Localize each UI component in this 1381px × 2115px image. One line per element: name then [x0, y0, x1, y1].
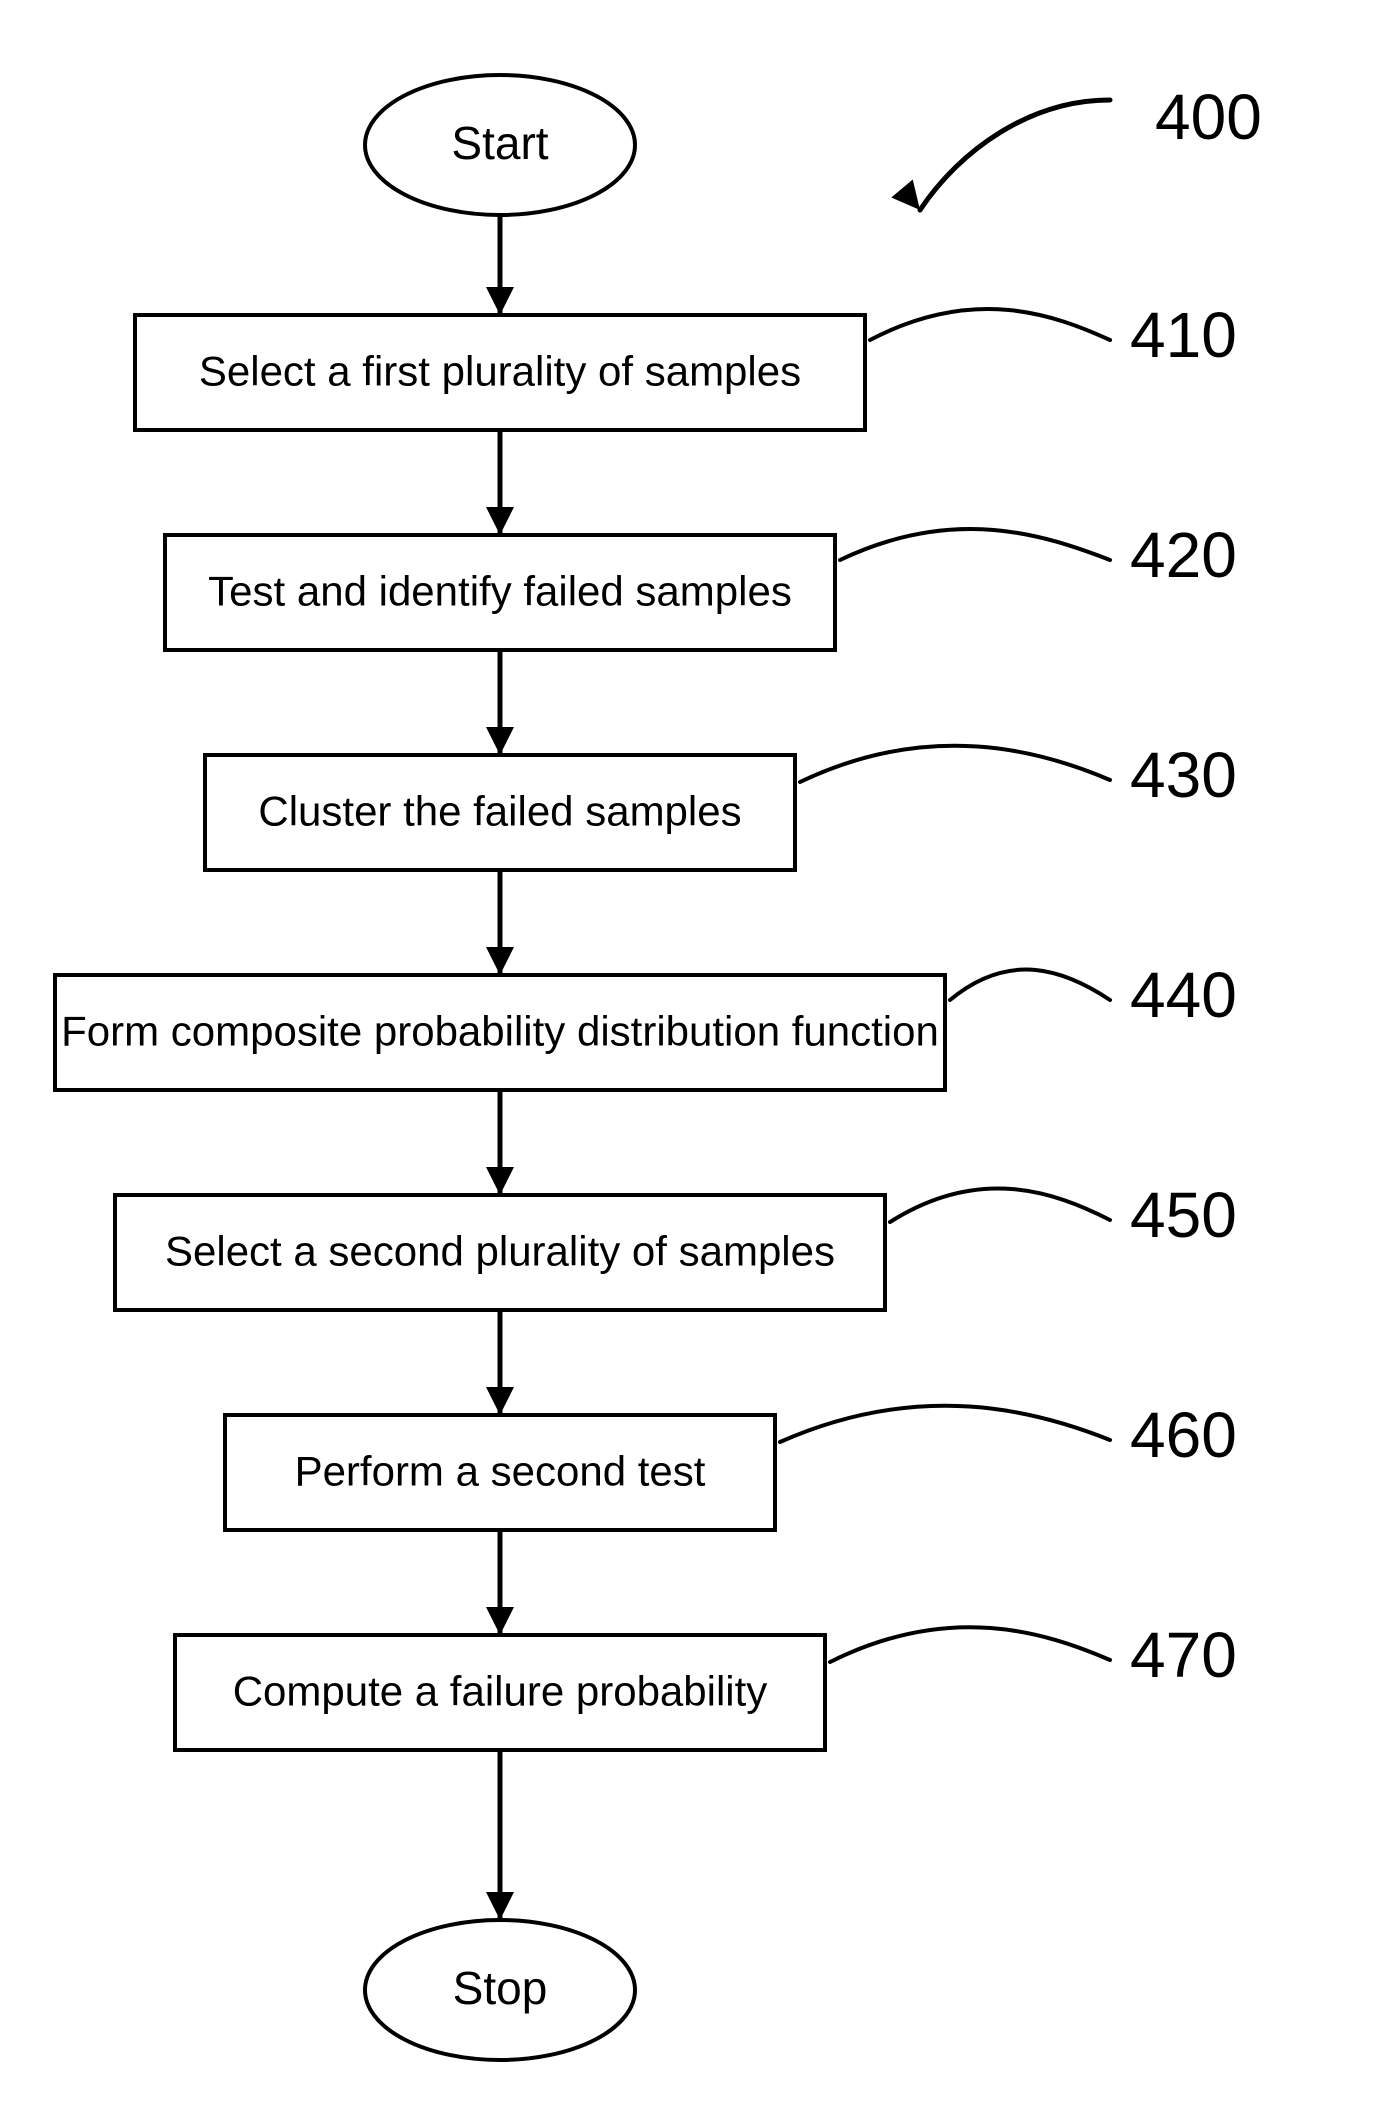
figure-ref-label: 400: [1155, 81, 1262, 153]
step-440: Form composite probability distribution …: [55, 959, 1237, 1090]
step-ref: 440: [1130, 959, 1237, 1031]
step-410: Select a first plurality of samples 410: [135, 299, 1237, 430]
step-label: Select a second plurality of samples: [165, 1228, 835, 1275]
step-420: Test and identify failed samples 420: [165, 519, 1237, 650]
leader-line: [840, 529, 1110, 560]
step-ref: 470: [1130, 1619, 1237, 1691]
step-ref: 460: [1130, 1399, 1237, 1471]
step-label: Compute a failure probability: [233, 1668, 768, 1715]
step-450: Select a second plurality of samples 450: [115, 1179, 1237, 1310]
svg-text:Stop: Stop: [453, 1962, 548, 2014]
step-ref: 420: [1130, 519, 1237, 591]
step-470: Compute a failure probability 470: [175, 1619, 1237, 1750]
flowchart-canvas: Start Select a first plurality of samples…: [0, 0, 1381, 2115]
leader-line: [870, 309, 1110, 340]
step-label: Perform a second test: [295, 1448, 706, 1495]
step-460: Perform a second test 460: [225, 1399, 1237, 1530]
figure-ref-400: 400: [891, 81, 1262, 219]
leader-line: [890, 1188, 1110, 1222]
step-430: Cluster the failed samples 430: [205, 739, 1237, 870]
terminal-start: Start: [365, 75, 635, 215]
terminal-stop: Stop: [365, 1920, 635, 2060]
step-label: Form composite probability distribution …: [61, 1008, 939, 1055]
step-ref: 450: [1130, 1179, 1237, 1251]
step-label: Cluster the failed samples: [258, 788, 741, 835]
leader-line: [950, 970, 1110, 1000]
step-ref: 410: [1130, 299, 1237, 371]
step-ref: 430: [1130, 739, 1237, 811]
leader-line: [780, 1406, 1110, 1442]
step-label: Test and identify failed samples: [208, 568, 792, 615]
step-label: Select a first plurality of samples: [199, 348, 801, 395]
svg-text:Start: Start: [451, 117, 548, 169]
leader-line: [830, 1627, 1110, 1662]
leader-line: [800, 746, 1110, 782]
